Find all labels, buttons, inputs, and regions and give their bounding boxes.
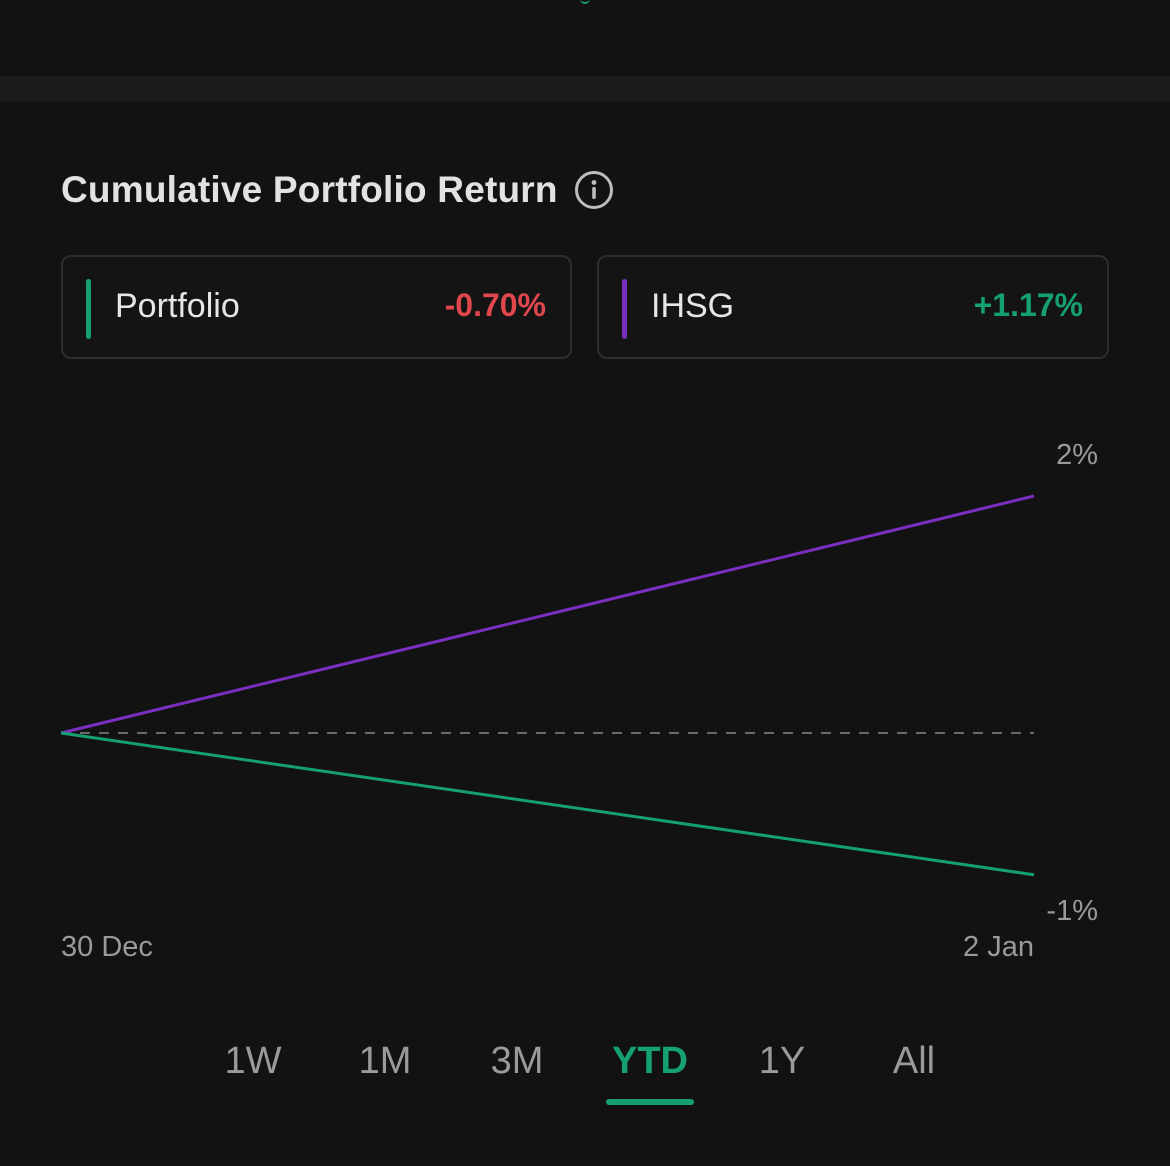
tab-all[interactable]: All	[892, 1040, 936, 1082]
section-separator	[0, 76, 1170, 101]
y-tick-label: 2%	[1056, 439, 1098, 471]
y-tick-label: -1%	[1046, 895, 1098, 927]
return-chart: 2% -1% 30 Dec 2 Jan	[0, 420, 1170, 980]
legend-value-portfolio: -0.70%	[444, 287, 546, 323]
x-tick-label: 30 Dec	[61, 931, 153, 963]
chart-svg: 2% -1% 30 Dec 2 Jan	[60, 439, 1098, 963]
active-tab-underline	[606, 1099, 694, 1105]
legend-card-portfolio: Portfolio -0.70%	[61, 255, 572, 359]
tab-1y[interactable]: 1Y	[758, 1040, 806, 1082]
top-bar	[0, 0, 1170, 76]
series-line-portfolio	[60, 731, 1035, 877]
legend-card-ihsg: IHSG +1.17%	[597, 255, 1109, 359]
legend-name-ihsg: IHSG	[651, 287, 735, 325]
top-edge-mark	[580, 0, 590, 4]
period-tabs: 1W 1M 3M YTD 1Y All	[0, 1040, 1170, 1120]
tab-1w[interactable]: 1W	[224, 1040, 282, 1082]
tab-3m[interactable]: 3M	[490, 1040, 544, 1082]
x-tick-label: 2 Jan	[963, 931, 1034, 963]
title-row: Cumulative Portfolio Return	[61, 166, 614, 214]
legend-value-ihsg: +1.17%	[973, 287, 1083, 323]
tab-1m[interactable]: 1M	[358, 1040, 412, 1082]
legend-color-bar-portfolio	[86, 279, 91, 339]
page-title: Cumulative Portfolio Return	[61, 169, 558, 210]
tab-ytd[interactable]: YTD	[612, 1040, 688, 1082]
series-line-ihsg	[60, 494, 1035, 735]
legend-color-bar-ihsg	[622, 279, 627, 339]
info-icon[interactable]	[574, 170, 614, 210]
legend-name-portfolio: Portfolio	[115, 287, 240, 325]
